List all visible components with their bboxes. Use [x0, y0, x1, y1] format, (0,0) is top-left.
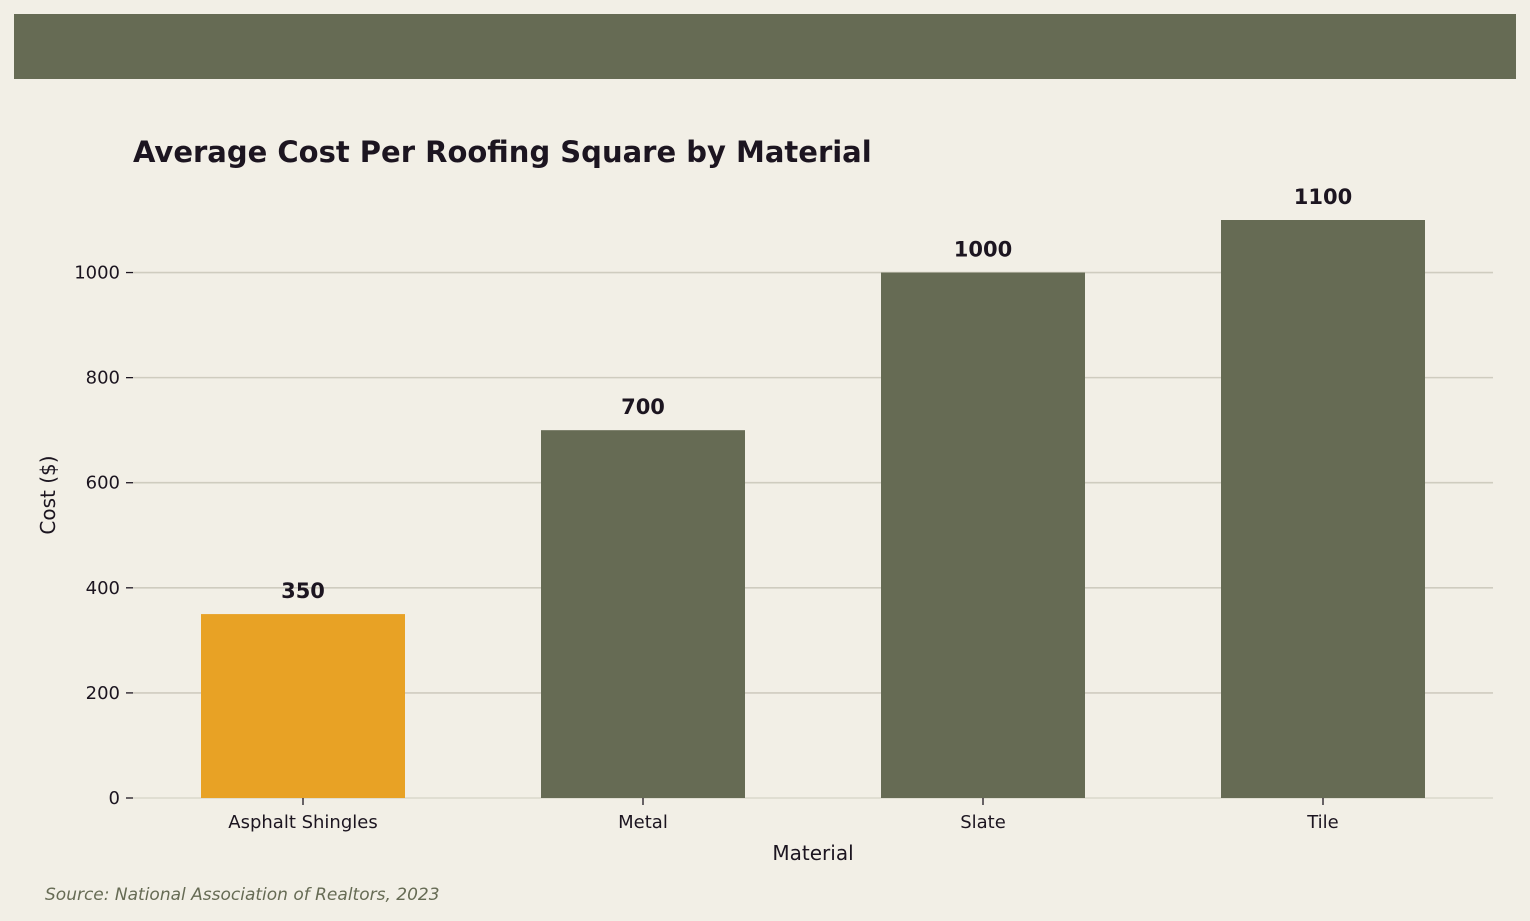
bar-value-label: 350: [281, 579, 325, 603]
bar: [541, 430, 745, 798]
y-tick-label: 400: [86, 578, 120, 599]
bar: [881, 272, 1085, 799]
x-tick-label: Slate: [960, 812, 1006, 833]
top-banner: [14, 14, 1516, 79]
bar: [1221, 220, 1425, 798]
x-axis: Asphalt Shingles Metal Slate Tile: [228, 798, 1339, 833]
y-tick-label: 0: [109, 788, 120, 809]
chart-title: Average Cost Per Roofing Square by Mater…: [133, 135, 872, 169]
bar-value-label: 1000: [954, 238, 1012, 262]
y-tick-label: 200: [86, 683, 120, 704]
bars-layer: 350 700 1000 1100: [201, 185, 1425, 799]
source-note: Source: National Association of Realtors…: [45, 885, 440, 905]
bar-value-label: 700: [621, 395, 665, 419]
y-tick-label: 800: [86, 368, 120, 389]
x-tick-label: Metal: [618, 812, 668, 833]
y-tick-label: 600: [86, 473, 120, 494]
x-tick-label: Tile: [1306, 812, 1339, 833]
y-axis-title: Cost ($): [36, 455, 60, 534]
x-axis-title: Material: [772, 841, 853, 865]
x-tick-label: Asphalt Shingles: [228, 812, 377, 833]
y-tick-label: 1000: [74, 263, 120, 284]
y-axis: 0 200 400 600 800 1000: [74, 263, 133, 809]
bar: [201, 614, 405, 798]
bar-value-label: 1100: [1294, 185, 1352, 209]
